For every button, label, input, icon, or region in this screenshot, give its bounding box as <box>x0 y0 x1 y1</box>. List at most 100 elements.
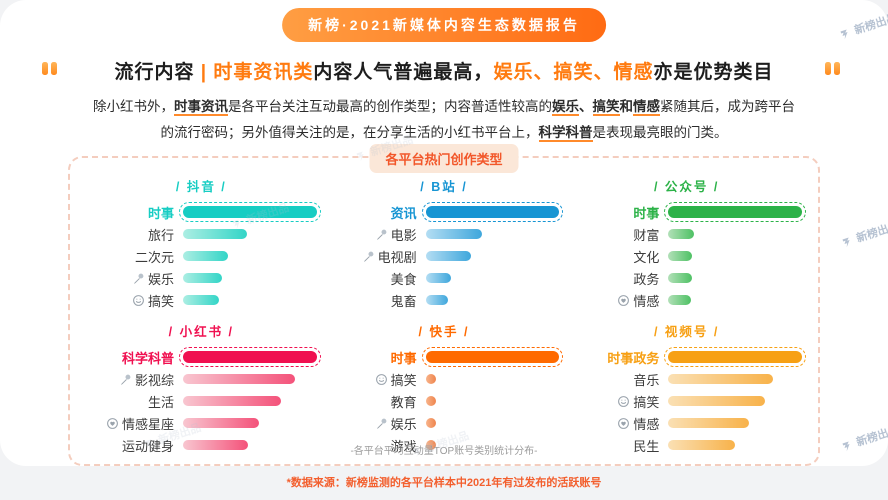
bar-track <box>425 438 560 452</box>
bar-track <box>179 347 321 367</box>
category-text: 美食 <box>390 271 417 287</box>
bar-row: 搞笑 <box>329 368 560 390</box>
category-label: 财富 <box>571 225 659 244</box>
bar-row: 时事 <box>571 201 806 223</box>
para-segment: 是表现最亮眼的门类。 <box>592 125 728 141</box>
bar <box>668 273 693 283</box>
category-text: 搞笑 <box>633 394 660 410</box>
bar-track <box>425 293 560 307</box>
bar <box>425 440 437 450</box>
bar-track <box>425 249 560 263</box>
bar <box>183 273 222 283</box>
bar-track <box>668 227 802 241</box>
bar-track <box>664 202 806 222</box>
category-label: 情感星座 <box>86 414 174 433</box>
title-segment: 内容人气普遍最高， <box>313 62 494 83</box>
title-segment: 亦是优势类目 <box>653 62 774 83</box>
category-text: 时事 <box>147 205 174 221</box>
category-text: 民生 <box>633 438 660 454</box>
bar <box>664 202 806 222</box>
bar-row: 美食 <box>329 267 560 289</box>
charts-panel: 各平台热门创作类型 / 抖音 / 时事 旅行 二次元 娱乐 <box>68 144 820 466</box>
bar-row: 电视剧 <box>329 245 560 267</box>
category-label: 教育 <box>329 392 417 411</box>
category-label: 游戏 <box>329 436 417 455</box>
category-text: 电影 <box>390 227 417 243</box>
bar-track <box>183 227 317 241</box>
bar <box>183 374 296 384</box>
bar <box>668 229 694 239</box>
bar <box>421 202 564 222</box>
category-label: 电影 <box>329 225 417 244</box>
bar-track <box>183 416 317 430</box>
bar-track <box>183 438 317 452</box>
bar-row: 资讯 <box>329 201 564 223</box>
bar <box>425 251 472 261</box>
platform-chart-bilibili: / B站 / 资讯 电影 电视剧 美食 鬼畜 <box>323 176 566 311</box>
category-text: 情感星座 <box>121 416 174 432</box>
category-label: 二次元 <box>86 247 174 266</box>
category-text: 教育 <box>390 394 417 410</box>
bar-row: 娱乐 <box>86 267 317 289</box>
quote-mark-left-icon <box>42 62 59 76</box>
bar <box>183 295 220 305</box>
category-label: 文化 <box>571 247 659 266</box>
bar-track <box>425 271 560 285</box>
data-source-note: *数据来源：新榜监测的各平台样本中2021年有过发布的活跃账号 <box>286 477 602 489</box>
bar-row: 财富 <box>571 223 802 245</box>
bar-track <box>183 394 317 408</box>
category-text: 时事 <box>390 350 417 366</box>
bar-track <box>183 372 317 386</box>
bar-row: 生活 <box>86 390 317 412</box>
para-segment: 娱乐 <box>552 99 579 116</box>
para-segment: 、 <box>579 99 593 114</box>
category-text: 时事政务 <box>607 350 660 366</box>
category-label: 科学科普 <box>86 348 174 367</box>
category-label: 美食 <box>329 269 417 288</box>
panel-badge: 各平台热门创作类型 <box>369 144 519 173</box>
para-segment: 情感 <box>633 99 660 116</box>
category-text: 搞笑 <box>390 372 417 388</box>
category-text: 资讯 <box>390 205 417 221</box>
quote-mark-right-icon <box>825 62 842 76</box>
bar <box>179 202 321 222</box>
category-label: 搞笑 <box>571 392 659 411</box>
bar <box>183 396 281 406</box>
mic-icon <box>362 250 375 263</box>
report-card: 新榜·2021新媒体内容生态数据报告 流行内容 | 时事资讯类内容人气普遍最高，… <box>0 0 888 466</box>
page-title: 流行内容 | 时事资讯类内容人气普遍最高，娱乐、搞笑、情感亦是优势类目 <box>0 57 888 84</box>
category-label: 时事 <box>86 203 174 222</box>
bar <box>425 229 482 239</box>
bar-track <box>668 394 802 408</box>
charts-grid: / 抖音 / 时事 旅行 二次元 娱乐 搞笑 <box>70 158 818 456</box>
heart-icon <box>617 417 630 430</box>
bar-row: 音乐 <box>571 368 802 390</box>
category-label: 生活 <box>86 392 174 411</box>
platform-chart-shipinhao: / 视频号 / 时事政务 音乐 搞笑 情感 民生 <box>565 321 808 456</box>
para-segment: 紧随其后，成为跨平台的流行密码；另外值得关注的是，在分享生活的小红书平台上， <box>160 99 796 141</box>
mic-icon <box>132 272 145 285</box>
bar-track <box>668 293 802 307</box>
category-label: 旅行 <box>86 225 174 244</box>
bar-row: 搞笑 <box>86 289 317 311</box>
bar <box>425 273 452 283</box>
category-label: 情感 <box>571 414 659 433</box>
bar <box>425 418 437 428</box>
title-segment: 娱乐、搞笑、情感 <box>493 62 654 83</box>
category-label: 搞笑 <box>86 291 174 310</box>
category-text: 音乐 <box>633 372 660 388</box>
bar <box>183 418 260 428</box>
mic-icon <box>119 373 132 386</box>
bar-row: 教育 <box>329 390 560 412</box>
category-text: 生活 <box>147 394 174 410</box>
bar-track <box>425 394 560 408</box>
bar <box>425 374 437 384</box>
bar-track <box>425 372 560 386</box>
category-text: 娱乐 <box>147 271 174 287</box>
bar <box>179 347 321 367</box>
title-segment: 流行内容 <box>114 62 201 83</box>
bar-track <box>183 293 317 307</box>
title-segment: 时事资讯类 <box>213 62 314 83</box>
bar <box>183 251 229 261</box>
bar-track <box>425 416 560 430</box>
